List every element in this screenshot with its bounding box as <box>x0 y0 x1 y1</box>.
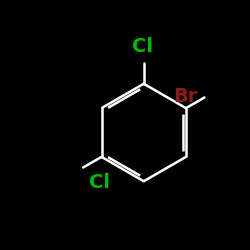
Text: Cl: Cl <box>132 37 153 56</box>
Text: Cl: Cl <box>90 172 110 192</box>
Text: Br: Br <box>174 87 198 106</box>
